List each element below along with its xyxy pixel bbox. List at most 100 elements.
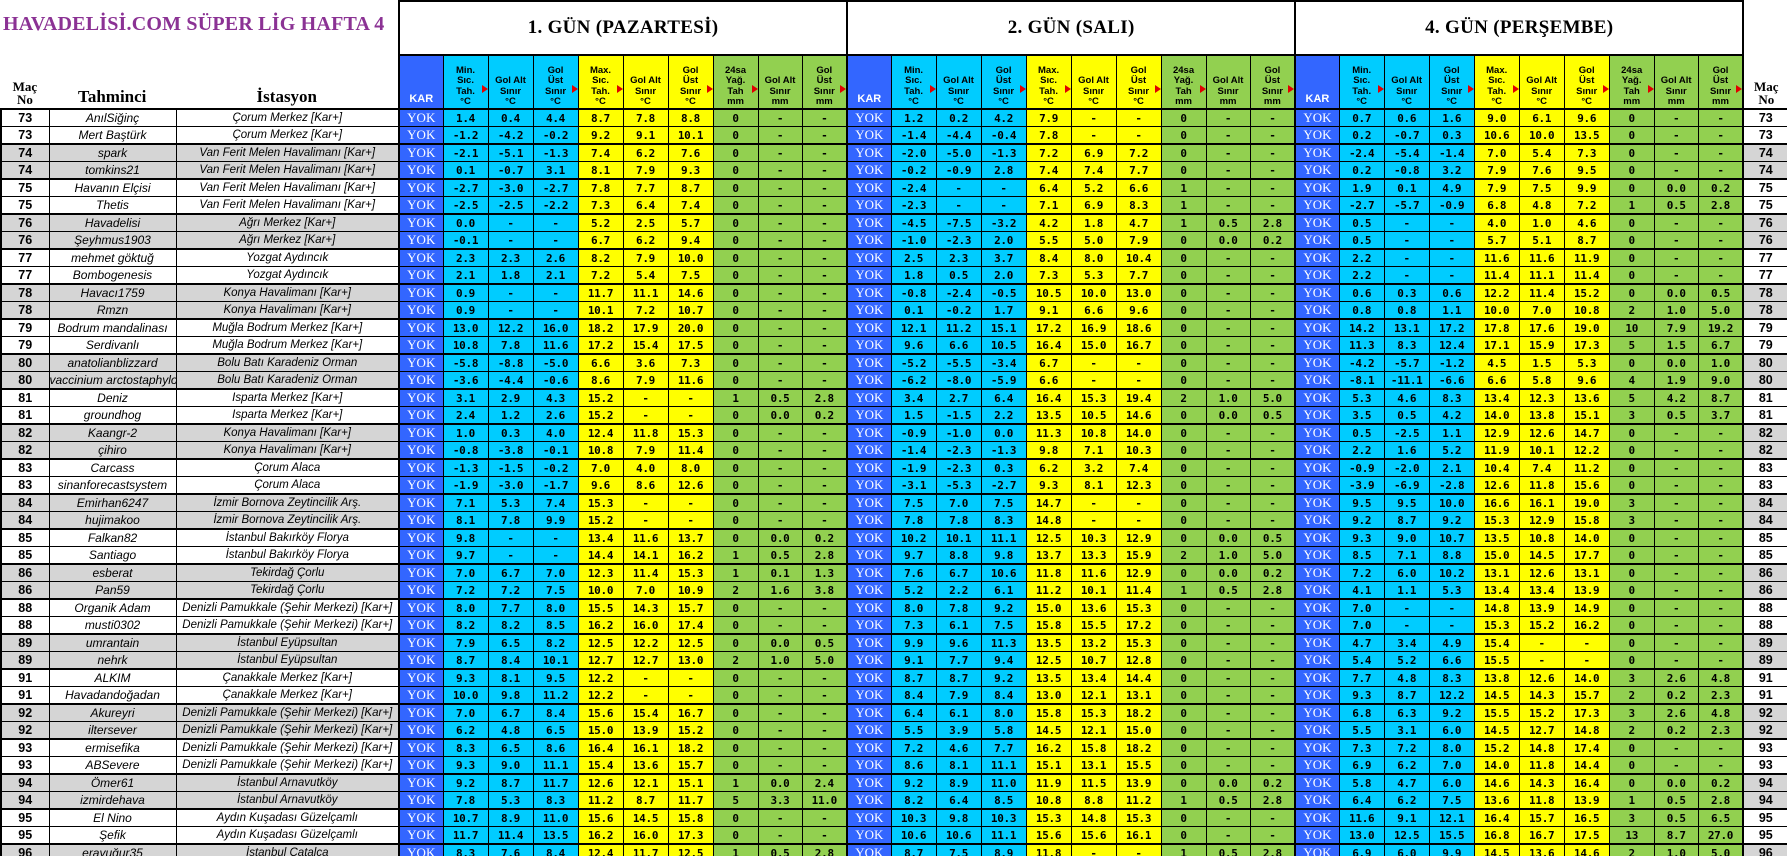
istasyon-cell: Denizli Pamukkale (Şehir Merkezi) [Kar+]	[175, 598, 400, 617]
cell-min-gol-alt: 4.6	[1383, 388, 1430, 407]
mac-no-cell: 89	[0, 633, 50, 652]
mac-no-cell-right: 83	[1742, 476, 1787, 495]
mac-no-cell-right: 75	[1742, 196, 1787, 215]
table-row: 74 tomkins21 Van Ferit Melen Havalimanı [K…	[0, 161, 1787, 180]
cell-kar: YOK	[1294, 301, 1340, 320]
cell-min-gol-ust: 3.1	[532, 161, 579, 180]
cell-min-gol-alt: -1.5	[935, 406, 982, 425]
cell-min-tah: 7.0	[1338, 616, 1385, 635]
cell-min-gol-alt: -5.0	[935, 143, 982, 162]
cell-max-gol-ust: 17.3	[667, 826, 714, 845]
cell-min-gol-alt: 0.3	[487, 423, 534, 442]
cell-kar: YOK	[1294, 738, 1340, 757]
cell-min-tah: 5.5	[890, 721, 937, 740]
cell-yag-gol-alt: -	[757, 493, 803, 512]
cell-yag-gol-alt: 0.0	[1653, 178, 1699, 197]
cell-kar: YOK	[1294, 581, 1340, 600]
cell-max-gol-alt: 5.4	[1518, 143, 1565, 162]
cell-max-gol-alt: 9.1	[622, 126, 669, 145]
cell-max-gol-alt: 11.8	[1518, 791, 1565, 810]
cell-max-gol-alt: 5.4	[622, 266, 669, 285]
istasyon-cell: Konya Havalimanı [Kar+]	[175, 283, 400, 302]
cell-min-gol-alt: 8.9	[487, 808, 534, 827]
cell-max-gol-alt: 2.5	[622, 213, 669, 232]
cell-max-gol-ust: -	[1115, 108, 1162, 127]
mac-no-cell-right: 79	[1742, 318, 1787, 337]
cell-min-tah: 8.1	[442, 511, 489, 530]
cell-max-tah: 15.2	[577, 406, 624, 425]
cell-yag-gol-alt: -	[757, 283, 803, 302]
cell-min-gol-ust: -	[532, 283, 579, 302]
column-header-min-gol-ust: Gol Üst Sınır °C	[980, 54, 1027, 110]
cell-max-gol-ust: 8.7	[667, 178, 714, 197]
cell-max-gol-ust: 16.5	[1563, 808, 1610, 827]
cell-max-tah: 11.9	[1473, 441, 1520, 460]
cell-yag-tah: 0	[1160, 231, 1207, 250]
cell-max-gol-ust: 10.9	[667, 581, 714, 600]
cell-max-tah: 12.2	[1473, 283, 1520, 302]
cell-min-gol-ust: -0.4	[980, 126, 1027, 145]
mac-no-cell-right: 78	[1742, 283, 1787, 302]
cell-min-gol-ust: -	[1428, 616, 1475, 635]
cell-yag-tah: 0	[712, 493, 759, 512]
cell-yag-gol-ust: -	[801, 353, 849, 372]
istasyon-cell: Bolu Batı Karadeniz Orman	[175, 371, 400, 390]
cell-max-tah: 7.9	[1473, 161, 1520, 180]
cell-yag-gol-ust: -	[1697, 108, 1745, 127]
cell-min-gol-ust: 8.0	[532, 598, 579, 617]
cell-min-gol-ust: 2.0	[980, 231, 1027, 250]
cell-max-tah: 7.9	[1473, 178, 1520, 197]
cell-min-tah: 3.5	[1338, 406, 1385, 425]
cell-yag-gol-ust: -	[801, 616, 849, 635]
mac-no-cell-right: 93	[1742, 738, 1787, 757]
cell-yag-gol-ust: 5.0	[801, 651, 849, 670]
cell-yag-gol-alt: -	[757, 826, 803, 845]
cell-min-gol-ust: 8.5	[980, 791, 1027, 810]
cell-min-tah: 0.9	[442, 283, 489, 302]
cell-kar: YOK	[846, 283, 892, 302]
cell-yag-gol-alt: -	[1205, 336, 1251, 355]
cell-min-tah: 6.4	[1338, 791, 1385, 810]
cell-min-gol-alt: -	[1383, 231, 1430, 250]
mac-no-cell-right: 86	[1742, 563, 1787, 582]
cell-min-tah: -2.4	[1338, 143, 1385, 162]
cell-min-gol-ust: 6.6	[1428, 651, 1475, 670]
cell-yag-gol-alt: -	[1205, 353, 1251, 372]
cell-max-gol-alt: 7.4	[1070, 161, 1117, 180]
cell-max-gol-ust: 13.9	[1563, 791, 1610, 810]
cell-max-tah: 12.2	[577, 668, 624, 687]
cell-min-gol-ust: -	[532, 546, 579, 565]
mac-no-cell-right: 79	[1742, 336, 1787, 355]
cell-kar: YOK	[846, 528, 892, 547]
cell-yag-gol-alt: -	[1205, 703, 1251, 722]
cell-min-tah: 10.2	[890, 528, 937, 547]
istasyon-cell: Çorum Alaca	[175, 476, 400, 495]
cell-yag-gol-ust: -	[1249, 686, 1297, 705]
mac-no-cell-right: 81	[1742, 406, 1787, 425]
cell-max-gol-ust: 15.2	[1563, 283, 1610, 302]
cell-yag-gol-alt: -	[757, 598, 803, 617]
mac-no-cell: 77	[0, 266, 50, 285]
cell-max-gol-alt: 14.5	[622, 808, 669, 827]
cell-kar: YOK	[398, 633, 444, 652]
cell-min-tah: 9.2	[442, 773, 489, 792]
cell-yag-gol-ust: 2.8	[1697, 791, 1745, 810]
cell-max-gol-alt: 14.3	[622, 598, 669, 617]
cell-max-gol-alt: 8.6	[622, 476, 669, 495]
mac-no-cell: 84	[0, 511, 50, 530]
cell-min-tah: -2.1	[442, 143, 489, 162]
cell-min-gol-alt: -5.3	[935, 476, 982, 495]
cell-min-gol-alt: -	[487, 546, 534, 565]
cell-kar: YOK	[398, 826, 444, 845]
cell-max-tah: 9.1	[1025, 301, 1072, 320]
mac-no-cell-right: 77	[1742, 248, 1787, 267]
cell-min-gol-alt: 8.7	[935, 668, 982, 687]
cell-min-tah: 6.2	[442, 721, 489, 740]
mac-no-cell: 79	[0, 336, 50, 355]
cell-yag-tah: 0	[1160, 301, 1207, 320]
tahminci-cell: Havacı1759	[48, 283, 177, 302]
cell-yag-gol-ust: 27.0	[1697, 826, 1745, 845]
cell-min-gol-alt: 9.0	[1383, 528, 1430, 547]
table-row: 86 esberat Tekirdağ Çorlu YOK 7.0 6.7 7.0 12.3 1…	[0, 563, 1787, 582]
cell-yag-tah: 0	[1160, 458, 1207, 477]
